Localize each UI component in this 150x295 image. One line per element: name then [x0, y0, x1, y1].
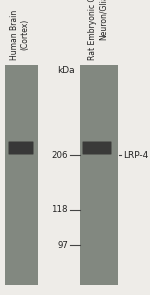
Text: 97: 97	[57, 240, 68, 250]
Text: LRP-4: LRP-4	[123, 150, 148, 160]
Text: Rat Embryonic Cortical
Neuron/Glial: Rat Embryonic Cortical Neuron/Glial	[88, 0, 108, 60]
FancyBboxPatch shape	[82, 142, 111, 155]
FancyBboxPatch shape	[9, 142, 33, 155]
Bar	[80, 65, 118, 285]
Text: 206: 206	[51, 150, 68, 160]
Text: kDa: kDa	[57, 66, 75, 75]
Bar	[5, 65, 38, 285]
Text: 118: 118	[51, 206, 68, 214]
Text: Human Brain
(Cortex): Human Brain (Cortex)	[10, 10, 30, 60]
